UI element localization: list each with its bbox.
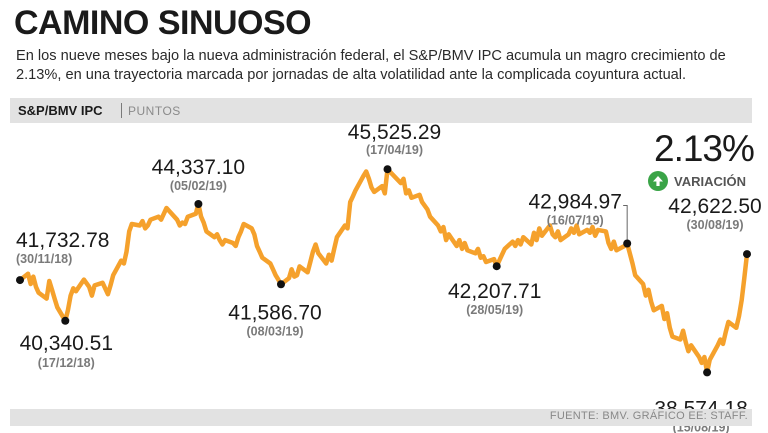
annotation-date: (30/11/18) bbox=[16, 252, 72, 266]
annotation-value: 42,207.71 bbox=[448, 280, 541, 303]
annotation-value: 42,984.97 bbox=[528, 191, 621, 214]
annotation-marker bbox=[61, 316, 70, 325]
variation-label: VARIACIÓN bbox=[674, 173, 746, 189]
annotation-date: (28/05/19) bbox=[466, 303, 523, 317]
source-note: FUENTE: BMV. GRÁFICO EE: STAFF. bbox=[549, 410, 748, 422]
annotation-date: (08/03/19) bbox=[247, 324, 304, 338]
annotation-leader-line bbox=[623, 204, 628, 240]
annotation-value: 44,337.10 bbox=[152, 156, 245, 179]
variation-value: 2.13% bbox=[654, 128, 755, 169]
variation-indicator: VARIACIÓN bbox=[648, 170, 746, 192]
annotation-date: (30/08/19) bbox=[687, 218, 744, 232]
annotation-marker bbox=[383, 165, 392, 174]
unit-label: PUNTOS bbox=[128, 104, 181, 118]
annotation-value: 42,622.50 bbox=[668, 195, 761, 218]
series-label: S&P/BMV IPC bbox=[18, 103, 103, 118]
annotation-value: 41,586.70 bbox=[228, 301, 321, 324]
annotation-marker bbox=[743, 250, 751, 259]
annotation-marker bbox=[703, 368, 712, 377]
arrow-up-circle-icon bbox=[648, 171, 668, 191]
chart-title: CAMINO SINUOSO bbox=[14, 4, 312, 42]
band-separator bbox=[121, 103, 122, 118]
annotation-value: 40,340.51 bbox=[20, 332, 113, 355]
series-header-band: S&P/BMV IPC PUNTOS bbox=[10, 98, 752, 123]
annotation-marker bbox=[277, 280, 285, 289]
annotation-marker bbox=[492, 262, 501, 271]
annotation-date: (17/04/19) bbox=[366, 143, 423, 157]
annotation-marker bbox=[623, 239, 632, 248]
annotation-date: (17/12/18) bbox=[38, 356, 95, 370]
annotation-value: 41,732.78 bbox=[16, 229, 109, 252]
annotation-marker bbox=[16, 276, 24, 285]
annotation-value: 45,525.29 bbox=[348, 121, 441, 144]
annotation-date: (05/02/19) bbox=[170, 179, 227, 193]
annotation-marker bbox=[194, 200, 203, 208]
series-line bbox=[17, 166, 750, 375]
annotation-date: (16/07/19) bbox=[547, 214, 604, 228]
source-band: FUENTE: BMV. GRÁFICO EE: STAFF. bbox=[10, 409, 752, 426]
chart-subtitle: En los nueve meses bajo la nueva adminis… bbox=[16, 48, 726, 83]
